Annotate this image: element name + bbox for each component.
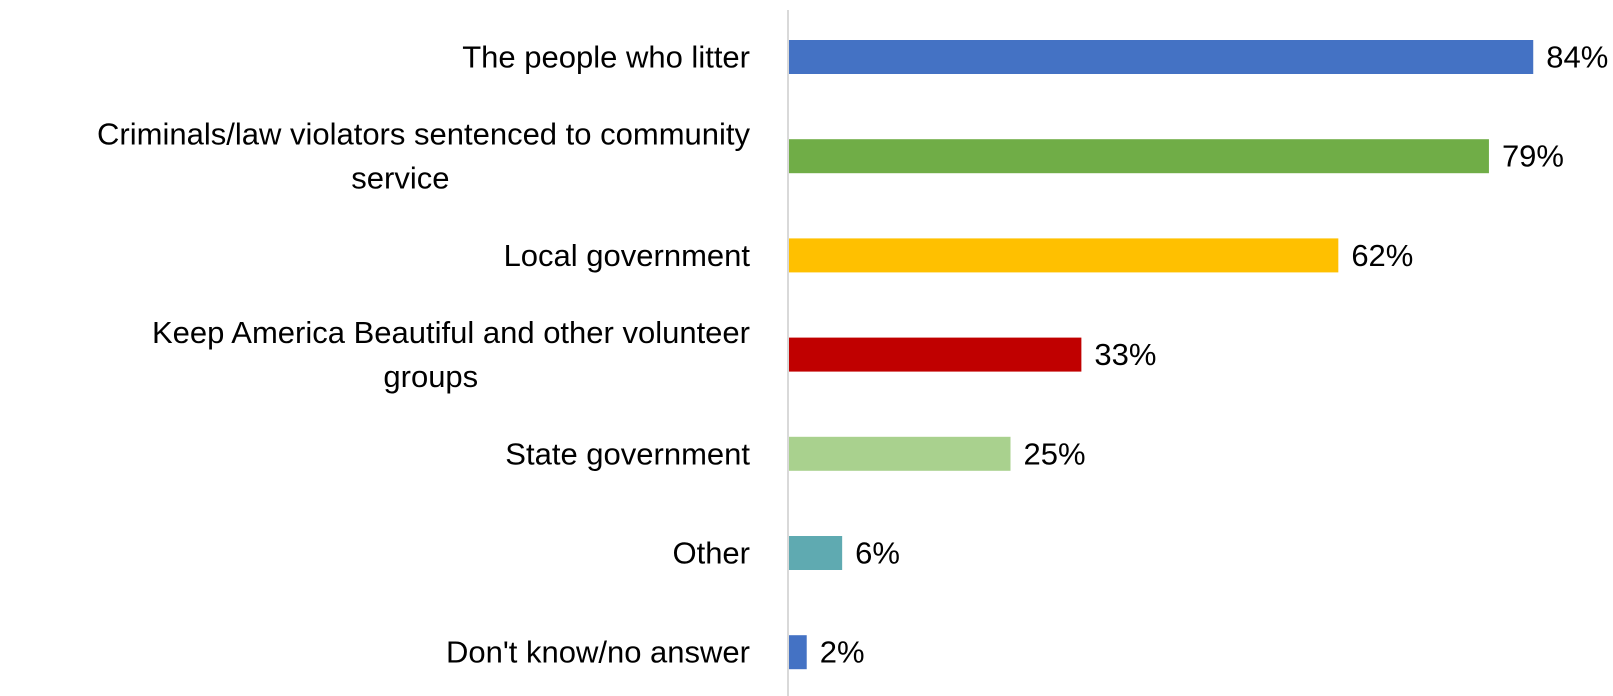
category-label: State government [505, 436, 750, 471]
category-label: Keep America Beautiful and other volunte… [152, 315, 750, 350]
data-label: 84% [1546, 40, 1608, 75]
category-label: groups [383, 359, 478, 394]
category-label: Criminals/law violators sentenced to com… [97, 117, 750, 152]
bar [789, 337, 1082, 372]
data-label: 25% [1024, 436, 1086, 471]
bar [789, 436, 1011, 471]
category-labels-group: The people who litter Criminals/law viola… [97, 40, 750, 670]
category-label: Other [672, 536, 750, 571]
data-label: 33% [1094, 337, 1156, 372]
bar [789, 635, 807, 670]
bar [789, 40, 1534, 74]
category-label: The people who litter [462, 40, 750, 75]
data-label: 79% [1502, 139, 1564, 174]
category-label: Local government [504, 238, 751, 273]
category-label: Don't know/no answer [446, 635, 750, 670]
bar [789, 238, 1339, 273]
bars-group [789, 40, 1534, 670]
data-label: 6% [855, 536, 900, 571]
value-labels-group: 84% 79% 62% 33% 25% 6% 2% [820, 40, 1609, 670]
category-label: service [351, 161, 449, 196]
data-label: 62% [1351, 238, 1413, 273]
bar [789, 536, 843, 570]
data-label: 2% [820, 635, 865, 670]
bar [789, 139, 1489, 174]
